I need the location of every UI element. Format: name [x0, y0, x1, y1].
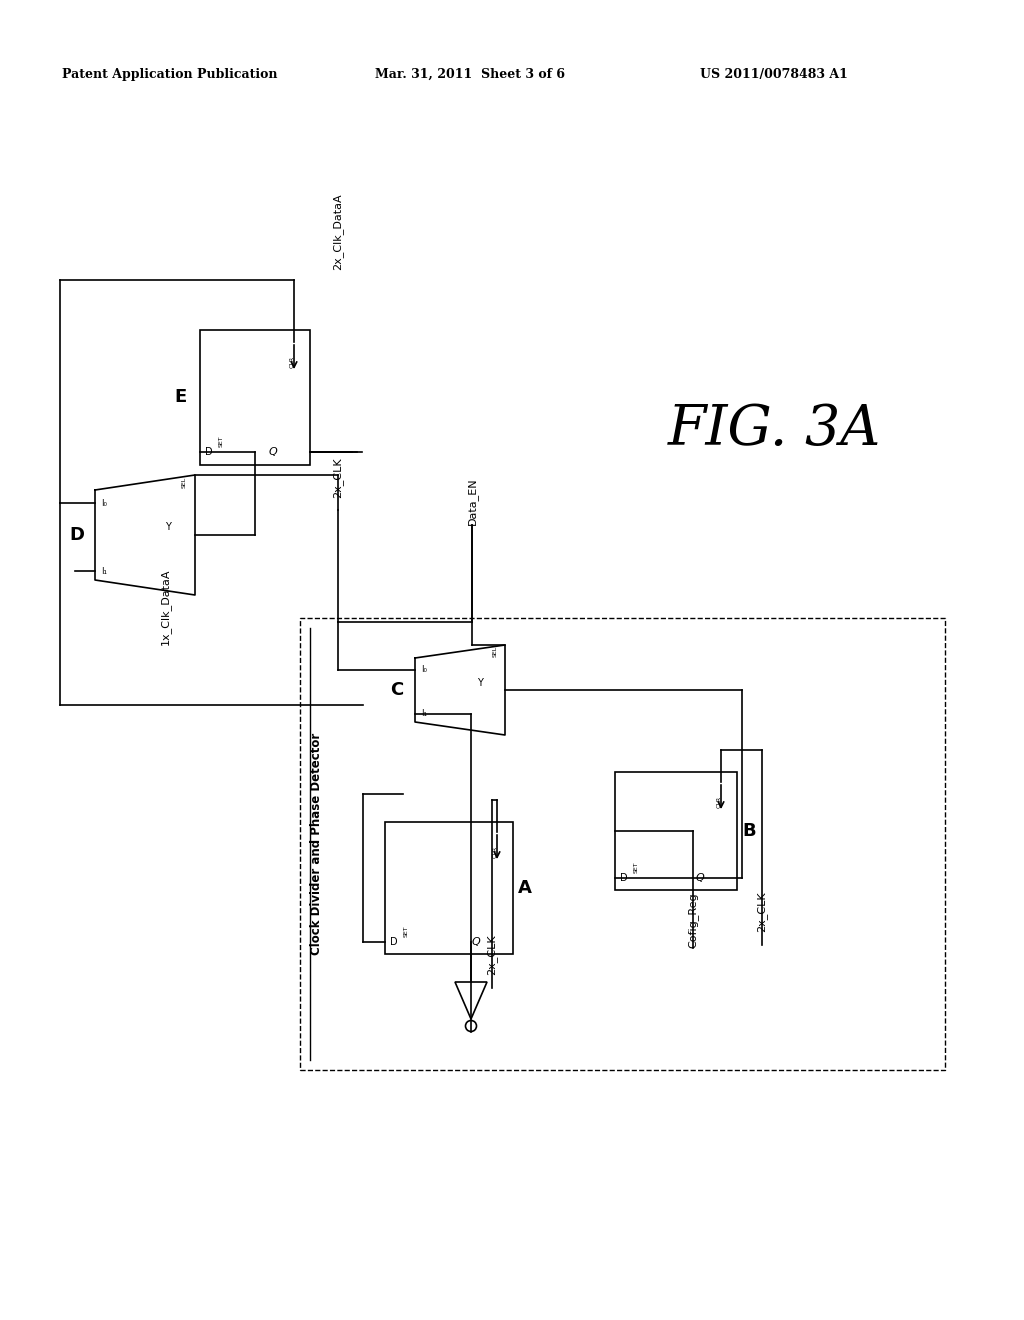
- Text: CLR: CLR: [717, 796, 722, 808]
- Text: CLR: CLR: [290, 356, 295, 368]
- Text: $Q$: $Q$: [695, 871, 706, 884]
- Bar: [300, 618, 945, 1071]
- Text: D: D: [205, 447, 213, 457]
- Text: 2x_CLK: 2x_CLK: [333, 457, 343, 498]
- Text: Patent Application Publication: Patent Application Publication: [62, 69, 278, 81]
- Text: 1x_Clk_DataA: 1x_Clk_DataA: [160, 569, 170, 645]
- Bar: [385, 822, 513, 954]
- Text: Data_EN: Data_EN: [467, 478, 477, 525]
- Text: D: D: [70, 525, 85, 544]
- Text: $Q$: $Q$: [268, 446, 279, 458]
- Bar: [615, 772, 737, 890]
- Text: Clock Divider and Phase Detector: Clock Divider and Phase Detector: [309, 733, 323, 956]
- Text: SET: SET: [404, 925, 409, 937]
- Text: SEL: SEL: [182, 477, 187, 487]
- Text: D: D: [390, 937, 397, 946]
- Text: B: B: [742, 822, 756, 840]
- Text: Y: Y: [165, 521, 171, 532]
- Bar: [200, 330, 310, 465]
- Text: Y: Y: [477, 678, 483, 688]
- Text: 2x_CLK: 2x_CLK: [486, 935, 498, 975]
- Text: SET: SET: [634, 861, 639, 873]
- Text: E: E: [174, 388, 186, 407]
- Text: SEL: SEL: [493, 645, 498, 656]
- Text: FIG. 3A: FIG. 3A: [669, 403, 882, 457]
- Text: I₀: I₀: [421, 665, 427, 675]
- Text: I₁: I₁: [421, 710, 427, 718]
- Text: Cofig_Reg: Cofig_Reg: [687, 892, 698, 948]
- Text: I₀: I₀: [101, 499, 106, 507]
- Text: Mar. 31, 2011  Sheet 3 of 6: Mar. 31, 2011 Sheet 3 of 6: [375, 69, 565, 81]
- Text: 2x_CLK: 2x_CLK: [757, 891, 767, 932]
- Text: 2x_Clk_DataA: 2x_Clk_DataA: [333, 193, 343, 271]
- Text: C: C: [390, 681, 403, 700]
- Text: I₁: I₁: [101, 566, 106, 576]
- Text: SET: SET: [219, 436, 224, 446]
- Text: CLR: CLR: [493, 846, 498, 858]
- Text: D: D: [620, 873, 628, 883]
- Text: US 2011/0078483 A1: US 2011/0078483 A1: [700, 69, 848, 81]
- Text: A: A: [518, 879, 531, 898]
- Text: $Q$: $Q$: [471, 936, 481, 949]
